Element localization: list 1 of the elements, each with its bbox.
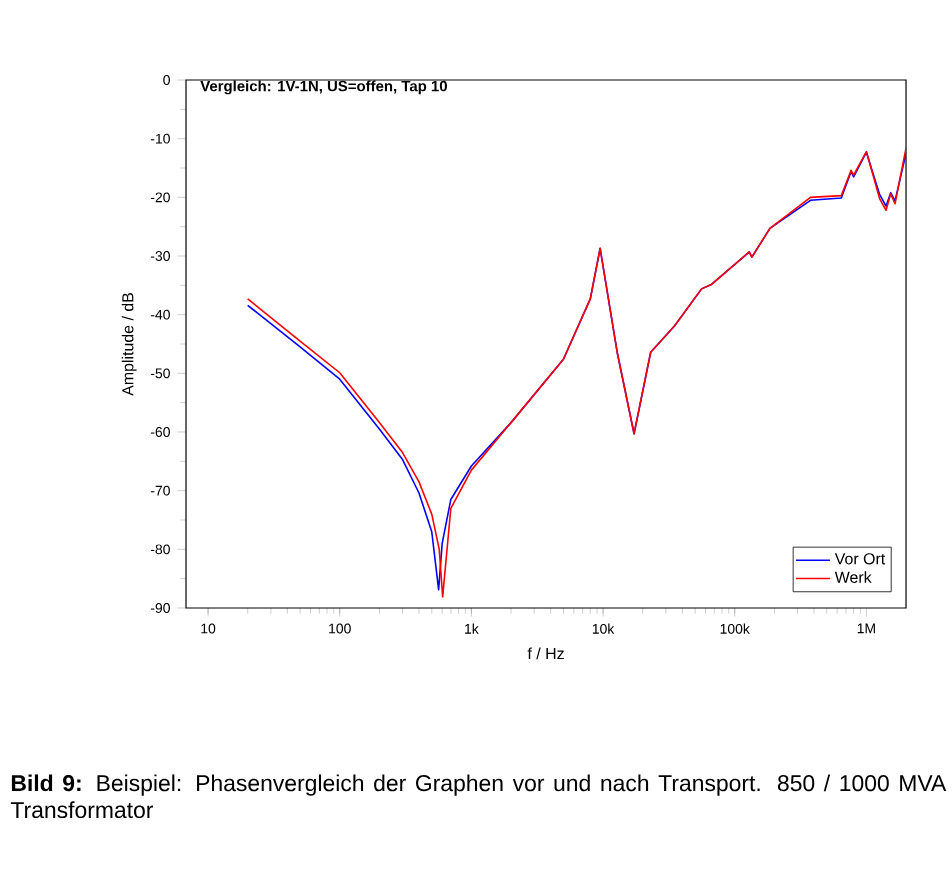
text: Bild 9: Beispiel: Phasenvergleich der Graphen vor und nach Transport. 850 / 1000 MVA Transformator	[10, 774, 947, 819]
